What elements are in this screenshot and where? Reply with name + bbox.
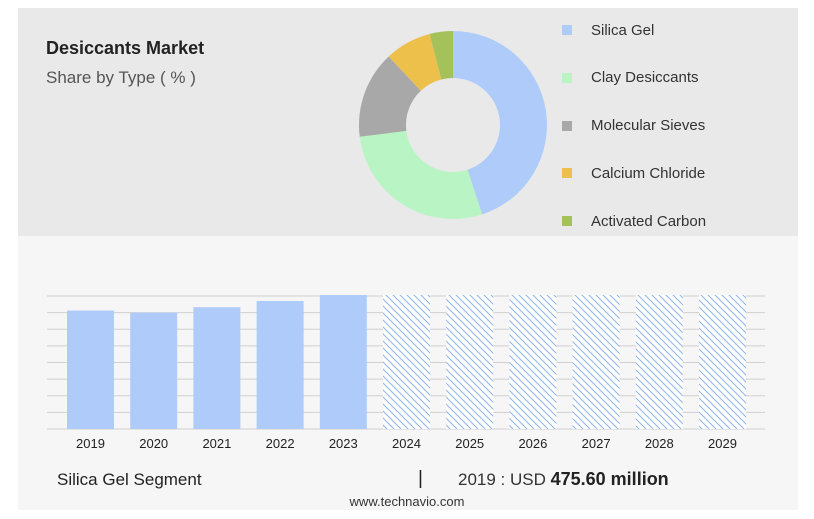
bar-2022 <box>256 300 304 429</box>
legend-item: Clay Desiccants <box>562 68 699 88</box>
forecast-bar-2025 <box>446 295 494 429</box>
bar-2019 <box>67 310 114 429</box>
website-link[interactable]: www.technavio.com <box>349 494 465 509</box>
legend-swatch <box>562 120 572 131</box>
legend-label: Molecular Sieves <box>591 117 706 135</box>
x-tick-label: 2022 <box>266 436 295 451</box>
segment-value-amount: 475.60 million <box>550 469 669 489</box>
segment-value-prefix: 2019 : USD <box>458 470 546 489</box>
legend-swatch <box>562 72 572 83</box>
x-tick-label: 2020 <box>139 436 168 451</box>
legend-label: Clay Desiccants <box>591 69 699 87</box>
bar-2023 <box>319 295 367 429</box>
bar-2020 <box>130 312 178 429</box>
legend-label: Calcium Chloride <box>591 164 706 182</box>
bar-2021 <box>193 307 241 429</box>
legend-swatch <box>562 216 572 227</box>
segment-label: Silica Gel Segment <box>57 470 202 489</box>
legend-item: Silica Gel <box>562 20 654 40</box>
forecast-bar-2029 <box>699 295 746 429</box>
legend-label: Silica Gel <box>591 21 655 39</box>
x-tick-label: 2028 <box>645 436 674 451</box>
x-tick-label: 2021 <box>202 436 231 451</box>
forecast-bar-2024 <box>383 295 430 429</box>
x-tick-label: 2026 <box>518 436 547 451</box>
donut-slice-molecular-sieves <box>359 56 421 137</box>
footer-separator: | <box>418 468 423 489</box>
forecast-bar-2026 <box>509 295 557 429</box>
legend-item: Molecular Sieves <box>562 116 705 136</box>
forecast-bar-2027 <box>572 295 620 429</box>
chart-title: Desiccants Market <box>46 38 205 58</box>
legend-item: Activated Carbon <box>562 211 706 231</box>
x-tick-label: 2024 <box>392 436 421 451</box>
donut-slice-clay-desiccants <box>359 130 483 219</box>
forecast-bar-2028 <box>635 295 683 429</box>
x-tick-label: 2025 <box>455 436 484 451</box>
x-tick-label: 2019 <box>76 436 105 451</box>
chart-subtitle: Share by Type ( % ) <box>46 68 196 87</box>
legend-swatch <box>562 25 572 35</box>
x-tick-label: 2029 <box>708 436 737 451</box>
x-tick-label: 2023 <box>329 436 358 451</box>
donut-chart <box>359 31 547 219</box>
legend-swatch <box>562 168 572 179</box>
legend-item: Calcium Chloride <box>562 163 705 183</box>
donut-slice-calcium-chloride <box>388 33 442 91</box>
segment-value: 2019 : USD 475.60 million <box>458 469 669 490</box>
donut-slice-activated-carbon <box>429 31 453 80</box>
legend-label: Activated Carbon <box>591 212 707 230</box>
donut-slice-silica-gel <box>453 31 547 215</box>
x-tick-label: 2027 <box>582 436 611 451</box>
